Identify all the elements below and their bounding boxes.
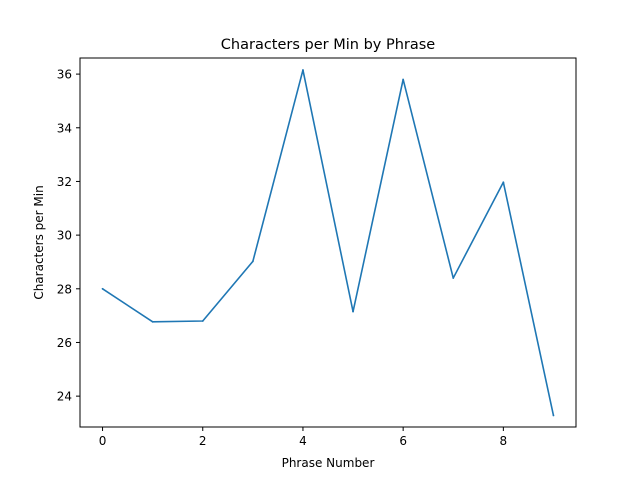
x-axis-label: Phrase Number	[282, 456, 375, 470]
y-axis-label: Characters per Min	[32, 185, 46, 299]
y-tick-label: 26	[57, 336, 72, 350]
y-axis-ticks: 24 26 28 30 32 34 36	[57, 68, 80, 404]
data-point	[452, 277, 455, 279]
y-tick-label: 30	[57, 229, 72, 243]
data-point	[151, 320, 154, 323]
y-tick-label: 24	[57, 390, 72, 404]
axes-frame	[79, 57, 577, 428]
data-point	[251, 260, 254, 263]
chart-title: Characters per Min by Phrase	[221, 37, 436, 53]
x-tick-label: 2	[199, 434, 207, 448]
x-axis-ticks: 0 2 4 6 8	[99, 427, 507, 448]
plot-area	[80, 58, 576, 427]
x-tick-label: 4	[299, 434, 307, 448]
y-tick-label: 32	[57, 175, 72, 189]
y-tick-label: 34	[57, 121, 72, 135]
y-tick-label: 36	[57, 68, 72, 82]
x-tick-label: 8	[500, 434, 508, 448]
data-point	[302, 69, 304, 71]
data-point	[101, 287, 104, 290]
y-tick-label: 28	[57, 282, 72, 296]
data-point	[352, 310, 354, 313]
series-group	[101, 69, 555, 417]
x-tick-label: 6	[399, 434, 407, 448]
data-point	[201, 320, 204, 322]
x-tick-label: 0	[99, 434, 107, 448]
data-point	[502, 181, 505, 184]
data-point	[402, 78, 405, 81]
data-point	[552, 414, 555, 417]
series-line	[102, 69, 555, 416]
